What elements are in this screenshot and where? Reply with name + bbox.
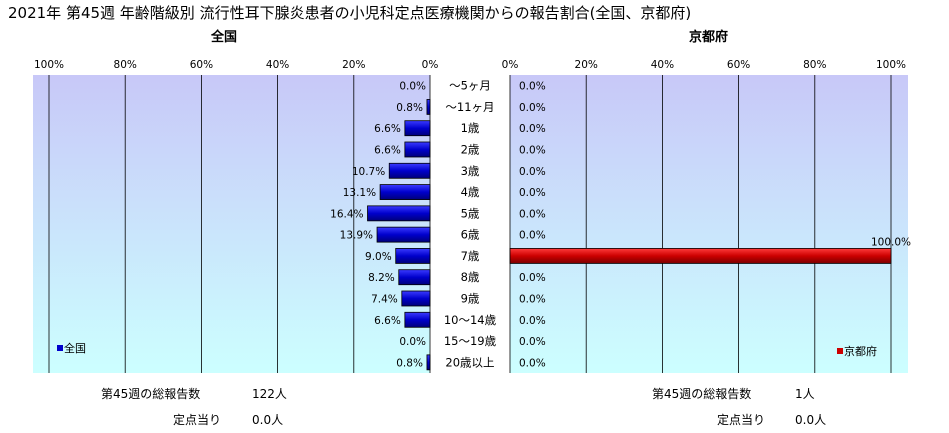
kyoto-value-label: 0.0% [519, 208, 546, 220]
national-subtitle: 全国 [210, 29, 237, 45]
national-value-label: 6.6% [374, 123, 401, 135]
national-legend-label: 全国 [64, 341, 86, 355]
national-tick-label: 20% [342, 59, 365, 71]
national-value-label: 6.6% [374, 145, 401, 157]
labels: 100% 80% 60% 40% 20% 0% 0% 20% 40% 60% 80% 100% 0.0%… [34, 59, 911, 369]
category-label: 1歳 [461, 121, 480, 135]
category-label: 8歳 [461, 270, 480, 284]
national-value-label: 8.2% [368, 272, 395, 284]
national-bar-5 [379, 184, 431, 200]
kyoto-legend-swatch [837, 348, 843, 354]
category-label: 2歳 [461, 143, 480, 157]
kyoto-value-label: 0.0% [519, 294, 546, 306]
kyoto-value-label: 100.0% [871, 236, 911, 248]
kyoto-value-label: 0.0% [519, 102, 546, 114]
kyoto-value-label: 0.0% [519, 315, 546, 327]
category-label: ～11ヶ月 [445, 100, 494, 114]
national-value-label: 0.8% [396, 357, 423, 369]
bars [367, 99, 892, 371]
kyoto-bar-8 [509, 248, 892, 264]
kyoto-tick-label: 80% [803, 59, 826, 71]
category-label: 9歳 [461, 292, 480, 306]
national-tick-label: 0% [422, 59, 439, 71]
category-label: 3歳 [461, 164, 480, 178]
national-bar-3 [404, 141, 431, 158]
national-bar-4 [388, 162, 431, 179]
kyoto-value-label: 0.0% [519, 272, 546, 284]
national-legend: 全国 [57, 341, 86, 355]
chart-title: 2021年 第45週 年齢階級別 流行性耳下腺炎患者の小児科定点医療機関からの報… [8, 4, 691, 22]
national-bar-2 [404, 120, 431, 137]
kyoto-per-value: 0.0人 [795, 413, 826, 427]
national-tick-label: 100% [34, 59, 64, 71]
kyoto-value-label: 0.0% [519, 187, 546, 199]
national-value-label: 6.6% [374, 315, 401, 327]
national-value-label: 0.0% [399, 81, 426, 93]
national-bar-7 [376, 226, 431, 243]
national-tick-label: 40% [266, 59, 289, 71]
kyoto-tick-label: 40% [651, 59, 674, 71]
national-value-label: 13.9% [340, 230, 373, 242]
category-label: 20歳以上 [445, 355, 494, 369]
national-footer: 第45週の総報告数 122人 定点当り 0.0人 [101, 386, 287, 427]
kyoto-value-label: 0.0% [519, 166, 546, 178]
national-plot-area [33, 75, 430, 373]
national-value-label: 7.4% [371, 294, 398, 306]
kyoto-value-label: 0.0% [519, 336, 546, 348]
kyoto-legend-label: 京都府 [844, 344, 877, 358]
category-label: 5歳 [461, 206, 480, 220]
kyoto-tick-label: 0% [502, 59, 519, 71]
national-value-label: 0.0% [399, 336, 426, 348]
category-label: 10～14歳 [444, 313, 497, 327]
national-bar-8 [395, 248, 431, 264]
kyoto-legend: 京都府 [837, 344, 877, 358]
national-bar-13 [426, 354, 431, 371]
national-value-label: 10.7% [352, 166, 385, 178]
kyoto-tick-label: 100% [876, 59, 906, 71]
national-legend-swatch [57, 345, 63, 351]
national-bar-6 [367, 205, 431, 222]
national-tick-label: 80% [114, 59, 137, 71]
kyoto-tick-label: 20% [575, 59, 598, 71]
kyoto-value-label: 0.0% [519, 357, 546, 369]
kyoto-plot-area [510, 75, 908, 373]
kyoto-value-label: 0.0% [519, 81, 546, 93]
kyoto-tick-label: 60% [727, 59, 750, 71]
national-value-label: 9.0% [365, 251, 392, 263]
national-value-label: 16.4% [330, 208, 363, 220]
kyoto-subtitle: 京都府 [689, 29, 728, 45]
category-label: 6歳 [461, 228, 480, 242]
national-bar-9 [398, 269, 431, 286]
kyoto-total-value: 1人 [795, 387, 815, 401]
national-bar-11 [404, 311, 431, 328]
national-per-label: 定点当り [173, 412, 221, 427]
national-per-value: 0.0人 [252, 413, 283, 427]
national-value-label: 0.8% [396, 102, 423, 114]
national-total-label: 第45週の総報告数 [101, 386, 200, 401]
kyoto-total-label: 第45週の総報告数 [652, 386, 751, 401]
national-value-label: 13.1% [343, 187, 376, 199]
category-label: 4歳 [461, 185, 480, 199]
category-label: 7歳 [461, 249, 480, 263]
national-bar-1 [426, 99, 431, 115]
kyoto-value-label: 0.0% [519, 123, 546, 135]
kyoto-footer: 第45週の総報告数 1人 定点当り 0.0人 [652, 386, 826, 427]
national-total-value: 122人 [252, 387, 287, 401]
category-label: ～5ヶ月 [449, 79, 491, 93]
national-tick-label: 60% [190, 59, 213, 71]
category-label: 15～19歳 [444, 334, 497, 348]
kyoto-per-label: 定点当り [717, 412, 765, 427]
kyoto-value-label: 0.0% [519, 145, 546, 157]
kyoto-value-label: 0.0% [519, 230, 546, 242]
national-bar-10 [401, 290, 431, 307]
